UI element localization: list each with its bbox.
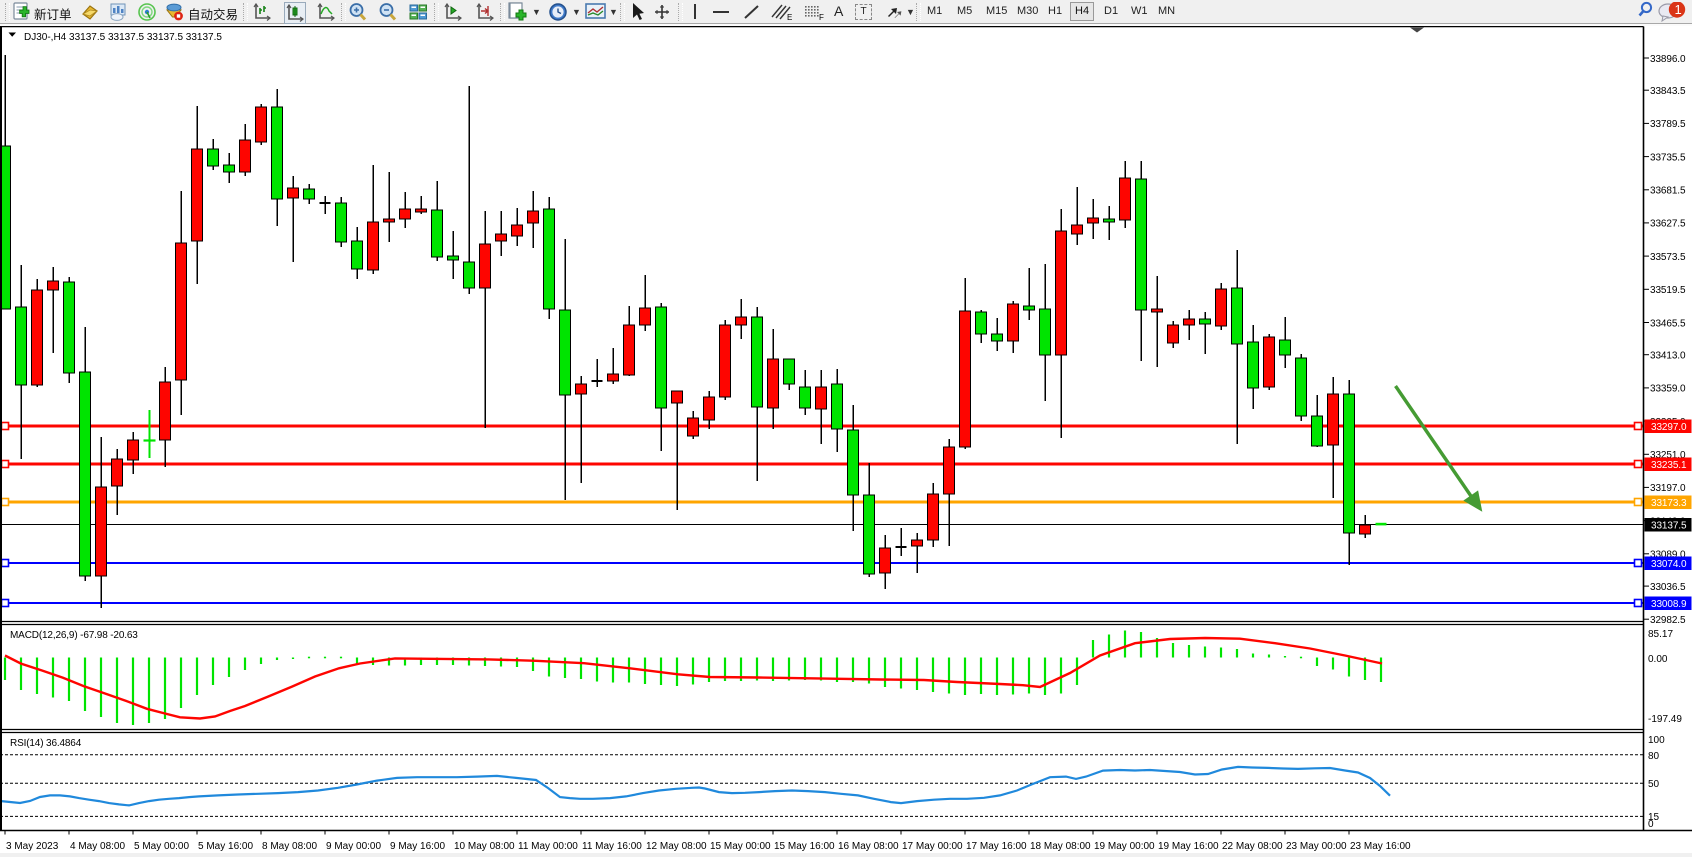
svg-text:33008.9: 33008.9	[1651, 599, 1687, 610]
svg-text:F: F	[819, 13, 824, 22]
svg-text:33789.5: 33789.5	[1650, 119, 1686, 130]
svg-text:22 May 08:00: 22 May 08:00	[1222, 841, 1283, 852]
svg-text:1: 1	[1675, 2, 1682, 17]
svg-text:5 May 00:00: 5 May 00:00	[134, 841, 189, 852]
svg-text:33297.0: 33297.0	[1651, 422, 1687, 433]
svg-text:23 May 16:00: 23 May 16:00	[1350, 841, 1411, 852]
svg-text:15 May 00:00: 15 May 00:00	[710, 841, 771, 852]
svg-text:33519.5: 33519.5	[1650, 285, 1686, 296]
svg-text:16 May 08:00: 16 May 08:00	[838, 841, 899, 852]
svg-text:50: 50	[1648, 779, 1660, 790]
svg-text:3 May 2023: 3 May 2023	[6, 841, 59, 852]
svg-text:10 May 08:00: 10 May 08:00	[454, 841, 515, 852]
svg-text:11 May 00:00: 11 May 00:00	[518, 841, 578, 852]
svg-text:23 May 00:00: 23 May 00:00	[1286, 841, 1347, 852]
svg-text:33627.5: 33627.5	[1650, 219, 1686, 230]
svg-text:33359.0: 33359.0	[1650, 384, 1686, 395]
svg-text:80: 80	[1648, 751, 1660, 762]
svg-text:5 May 16:00: 5 May 16:00	[198, 841, 253, 852]
svg-text:12 May 08:00: 12 May 08:00	[646, 841, 707, 852]
svg-text:33413.0: 33413.0	[1650, 351, 1686, 362]
svg-text:100: 100	[1648, 735, 1665, 746]
svg-text:4 May 08:00: 4 May 08:00	[70, 841, 125, 852]
svg-text:33573.5: 33573.5	[1650, 252, 1686, 263]
svg-text:9 May 16:00: 9 May 16:00	[390, 841, 445, 852]
svg-text:8 May 08:00: 8 May 08:00	[262, 841, 317, 852]
svg-text:0: 0	[1648, 819, 1654, 830]
svg-text:33681.5: 33681.5	[1650, 186, 1686, 197]
svg-text:33173.3: 33173.3	[1651, 498, 1687, 509]
svg-text:17 May 16:00: 17 May 16:00	[966, 841, 1027, 852]
svg-text:33137.5: 33137.5	[1651, 521, 1687, 532]
svg-text:19 May 16:00: 19 May 16:00	[1158, 841, 1219, 852]
svg-text:33843.5: 33843.5	[1650, 86, 1686, 97]
svg-text:11 May 16:00: 11 May 16:00	[582, 841, 642, 852]
svg-text:19 May 00:00: 19 May 00:00	[1094, 841, 1155, 852]
svg-text:9 May 00:00: 9 May 00:00	[326, 841, 381, 852]
svg-text:33735.5: 33735.5	[1650, 152, 1686, 163]
svg-text:15: 15	[1648, 812, 1660, 823]
svg-text:-197.49: -197.49	[1648, 714, 1682, 725]
svg-text:0.00: 0.00	[1648, 654, 1668, 665]
svg-text:E: E	[787, 13, 792, 22]
svg-text:33074.0: 33074.0	[1651, 559, 1687, 570]
svg-text:33251.0: 33251.0	[1650, 450, 1686, 461]
svg-text:RSI(14) 36.4864: RSI(14) 36.4864	[10, 738, 82, 749]
svg-text:33036.5: 33036.5	[1650, 582, 1686, 593]
svg-text:33896.0: 33896.0	[1650, 54, 1686, 65]
svg-text:17 May 00:00: 17 May 00:00	[902, 841, 963, 852]
svg-text:32982.5: 32982.5	[1650, 615, 1686, 626]
svg-text:33235.1: 33235.1	[1651, 460, 1687, 471]
svg-text:33089.0: 33089.0	[1650, 550, 1686, 561]
svg-text:33197.0: 33197.0	[1650, 483, 1686, 494]
svg-text:85.17: 85.17	[1648, 629, 1673, 640]
svg-text:18 May 08:00: 18 May 08:00	[1030, 841, 1091, 852]
svg-text:33465.5: 33465.5	[1650, 318, 1686, 329]
svg-text:15 May 16:00: 15 May 16:00	[774, 841, 835, 852]
svg-text:DJ30-,H4 33137.5 33137.5 3313: DJ30-,H4 33137.5 33137.5 33137.5 33137.5	[24, 32, 222, 43]
svg-text:MACD(12,26,9) -67.98 -20.63: MACD(12,26,9) -67.98 -20.63	[10, 630, 138, 641]
